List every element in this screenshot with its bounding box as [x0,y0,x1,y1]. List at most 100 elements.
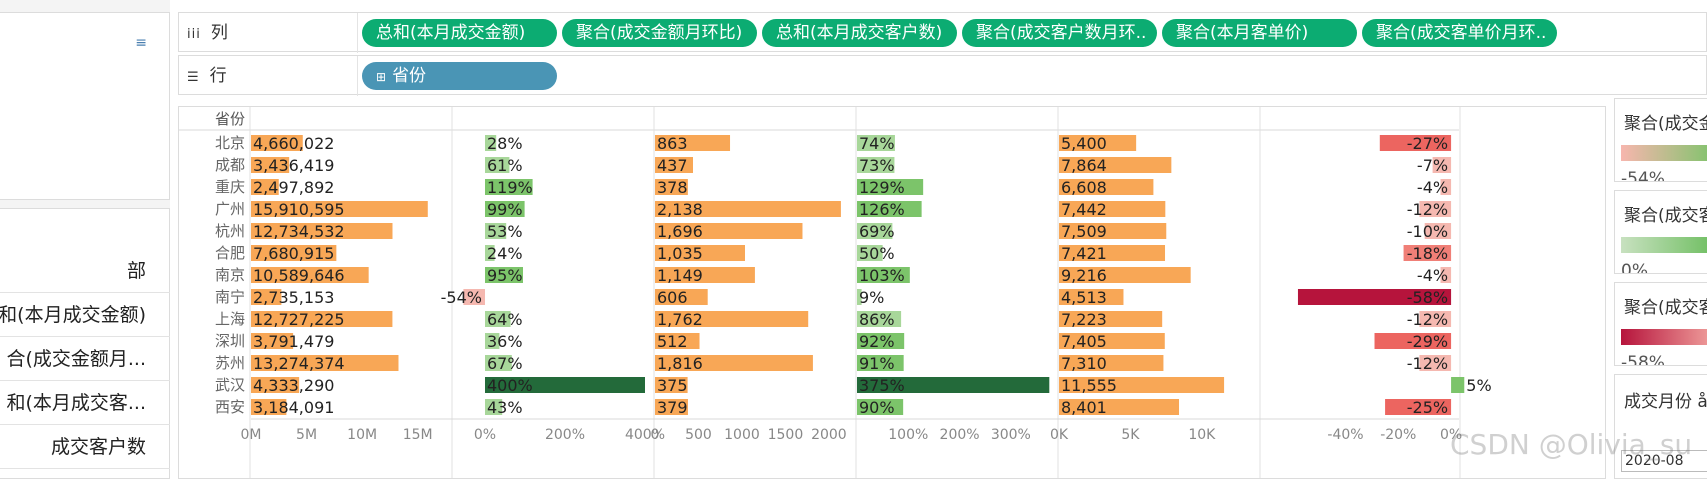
column-pill-4[interactable]: 聚合(本月客单价) [1162,19,1357,47]
bar-3-12 [857,399,904,415]
bar-5-9 [1374,333,1452,349]
data-label-1-3: 99% [487,200,523,219]
data-label-5-10: -12% [1407,354,1448,373]
bar-5-10 [1419,355,1452,371]
bar-0-10 [251,355,399,371]
color-legend-1[interactable]: 聚合(成交客 0% [1614,190,1707,274]
data-label-1-9: 36% [487,332,523,351]
row-header-label: 省份 [215,110,245,128]
tick-label-5-0: -40% [1327,427,1363,443]
data-label-2-11: 375 [657,376,688,395]
data-label-5-11: 5% [1466,376,1491,395]
data-label-0-12: 3,184,091 [253,398,334,417]
data-label-1-4: 53% [487,222,523,241]
data-label-2-2: 378 [657,178,688,197]
data-label-2-4: 1,696 [657,222,703,241]
marks-item-3[interactable]: 和(本月成交客... [0,381,170,425]
data-label-3-9: 92% [859,332,895,351]
pages-icon: ≡ [135,35,147,51]
bar-0-5 [251,245,337,261]
tick-label-4-2: 10K [1188,427,1216,443]
bar-4-2 [1059,179,1154,195]
data-label-0-1: 3,436,419 [253,156,334,175]
data-label-5-4: -10% [1407,222,1448,241]
bar-2-9 [655,333,700,349]
tick-label-2-4: 2000 [811,427,847,443]
data-label-4-6: 9,216 [1061,266,1107,285]
data-label-3-11: 375% [859,376,905,395]
bar-1-2 [485,179,533,195]
rows-shelf-label: ☰ 行 [187,66,227,86]
column-pill-5[interactable]: 聚合(成交客单价月环.. [1362,19,1557,47]
tick-label-0-0: 0M [241,427,262,443]
column-pill-0[interactable]: 总和(本月成交金额) [362,19,557,47]
data-label-1-5: 24% [487,244,523,263]
color-legend-0[interactable]: 聚合(成交金 -54% [1614,98,1707,182]
bar-1-3 [485,201,525,217]
bar-0-0 [251,135,303,151]
bar-1-0 [485,135,497,151]
bar-2-5 [655,245,745,261]
data-label-0-2: 2,497,892 [253,178,334,197]
marks-item-2[interactable]: 合(成交金额月... [0,337,170,381]
data-label-0-3: 15,910,595 [253,200,345,219]
column-pill-1[interactable]: 聚合(成交金额月环比) [562,19,757,47]
bar-1-6 [485,267,523,283]
column-pill-3[interactable]: 聚合(成交客户数月环.. [962,19,1157,47]
row-pill-0[interactable]: ⊞ 省份 [362,62,557,90]
bar-4-10 [1059,355,1164,371]
bar-5-12 [1385,399,1452,415]
bar-4-9 [1059,333,1165,349]
data-label-0-0: 4,660,022 [253,134,334,153]
data-label-2-1: 437 [657,156,688,175]
tick-label-3-0: 100% [888,427,928,443]
marks-item-1[interactable]: 和(本月成交金额) [0,293,170,337]
tick-label-3-2: 300% [991,427,1031,443]
bar-0-3 [251,201,428,217]
filter-value-dropdown[interactable]: 2020-08 [1621,450,1707,472]
tick-label-2-0: 0 [651,427,660,443]
data-label-0-11: 4,333,290 [253,376,334,395]
tick-label-1-1: 200% [545,427,585,443]
bar-5-0 [1379,135,1452,151]
tick-label-2-2: 1000 [724,427,760,443]
bar-1-12 [485,399,503,415]
bar-3-4 [857,223,893,239]
data-label-2-10: 1,816 [657,354,703,373]
bar-4-11 [1059,377,1225,393]
pages-card: ≡ [0,12,170,200]
tick-label-1-2: 400% [625,427,665,443]
data-label-0-6: 10,589,646 [253,266,345,285]
data-label-2-8: 1,762 [657,310,703,329]
tick-label-0-2: 10M [347,427,377,443]
color-legend-2[interactable]: 聚合(成交客 -58% [1614,282,1707,366]
data-label-5-12: -25% [1407,398,1448,417]
columns-shelf[interactable]: iii 列 总和(本月成交金额) 聚合(成交金额月环比) 总和(本月成交客户数) … [178,12,1707,53]
bar-3-6 [857,267,910,283]
bar-0-11 [251,377,300,393]
bar-0-9 [251,333,294,349]
bar-3-3 [857,201,922,217]
data-label-5-3: -12% [1407,200,1448,219]
column-pill-2[interactable]: 总和(本月成交客户数) [762,19,957,47]
row-category-label: 杭州 [215,222,245,240]
bar-0-8 [251,311,393,327]
data-label-3-2: 129% [859,178,905,197]
left-pane: ≡ 部 和(本月成交金额) 合(成交金额月... 和(本月成交客... 成交客户… [0,0,170,479]
marks-item-4[interactable]: 成交客户数 [0,425,170,469]
rows-shelf[interactable]: ☰ 行 ⊞ 省份 [178,55,1707,96]
bar-4-7 [1059,289,1124,305]
marks-item-0[interactable]: 部 [0,249,170,293]
row-category-label: 上海 [215,310,245,328]
bar-5-1 [1432,157,1452,173]
columns-shelf-label: iii 列 [187,23,228,43]
data-label-4-8: 7,223 [1061,310,1107,329]
bar-4-8 [1059,311,1163,327]
data-label-5-1: -7% [1417,156,1448,175]
filter-card[interactable]: 成交月份 å 2020-08 [1614,374,1707,479]
row-category-label: 深圳 [215,332,245,350]
legend-value: -58% [1621,353,1665,366]
bar-1-7 [463,289,485,305]
data-label-0-10: 13,274,374 [253,354,345,373]
